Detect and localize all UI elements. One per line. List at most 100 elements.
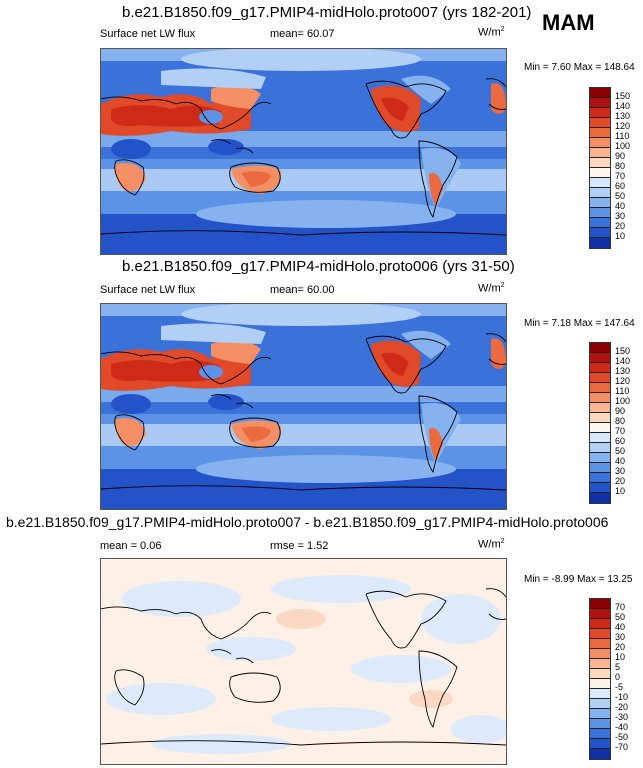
cbar2-swatch [590, 373, 610, 383]
cbar2-tick: 30 [615, 466, 626, 476]
cbar2-swatch [590, 453, 610, 463]
cbar1-swatch [590, 148, 610, 158]
cbar2-tick: 80 [615, 416, 626, 426]
cbar2-swatch [590, 443, 610, 453]
cbar1-tick: 40 [615, 201, 626, 211]
cbar2-tick: 40 [615, 456, 626, 466]
cbar3-tick: 30 [615, 632, 626, 642]
cbar3-tick: -70 [615, 742, 629, 752]
cbar3-tick: 20 [615, 642, 626, 652]
cbar1-swatch [590, 138, 610, 148]
panel2-mean: mean= 60.00 [270, 284, 335, 296]
panel1-variable: Surface net LW flux [100, 28, 196, 40]
cbar2-tick: 20 [615, 476, 626, 486]
panel2-map-field [101, 304, 506, 509]
cbar2-swatch [590, 423, 610, 433]
cbar2-swatch [590, 493, 610, 503]
cbar2-tick: 100 [615, 396, 631, 406]
cbar3-tick: 0 [615, 672, 621, 682]
cbar3-swatch [590, 719, 610, 729]
panel3-map [100, 558, 507, 765]
cbar1-swatch [590, 198, 610, 208]
cbar3-swatch [590, 609, 610, 619]
cbar2-tick: 90 [615, 406, 626, 416]
cbar3-tick: 10 [615, 652, 626, 662]
cbar1-swatch [590, 178, 610, 188]
cbar3-tick: 40 [615, 622, 626, 632]
panel3-colorbar-swatches [589, 598, 611, 760]
cbar2-swatch [590, 483, 610, 493]
cbar3-swatch [590, 669, 610, 679]
cbar2-tick: 120 [615, 376, 631, 386]
cbar3-swatch [590, 599, 610, 609]
cbar3-swatch [590, 619, 610, 629]
cbar2-tick: 130 [615, 366, 631, 376]
cbar1-swatch [590, 98, 610, 108]
cbar2-swatch [590, 393, 610, 403]
cbar2-tick: 150 [615, 346, 631, 356]
cbar3-tick: 5 [615, 662, 621, 672]
cbar1-tick: 50 [615, 191, 626, 201]
cbar1-swatch [590, 108, 610, 118]
cbar1-tick: 100 [615, 141, 631, 151]
panel1-minmax: Min = 7.60 Max = 148.64 [524, 62, 635, 73]
cbar1-tick: 150 [615, 91, 631, 101]
cbar1-swatch [590, 188, 610, 198]
panel3-units: W/m2 [478, 538, 505, 551]
cbar2-tick: 110 [615, 386, 630, 396]
cbar1-tick: 140 [615, 101, 631, 111]
cbar1-tick: 60 [615, 181, 626, 191]
cbar1-swatch [590, 128, 610, 138]
cbar2-swatch [590, 363, 610, 373]
panel3-title: b.e21.B1850.f09_g17.PMIP4-midHolo.proto0… [6, 514, 609, 530]
cbar2-swatch [590, 463, 610, 473]
cbar2-tick: 70 [615, 426, 626, 436]
panel3-rmse: rmse = 1.52 [270, 540, 329, 552]
cbar2-swatch [590, 353, 610, 363]
panel1-map-field [101, 49, 506, 254]
cbar3-tick: -30 [615, 712, 629, 722]
cbar1-tick: 90 [615, 151, 626, 161]
cbar1-swatch [590, 238, 610, 248]
panel3-mean: mean = 0.06 [100, 540, 162, 552]
panel3-minmax: Min = -8.99 Max = 13.25 [524, 574, 633, 585]
cbar3-tick: -20 [615, 702, 629, 712]
cbar3-swatch [590, 729, 610, 739]
cbar3-tick: 50 [615, 612, 626, 622]
cbar1-tick: 30 [615, 211, 626, 221]
panel2-map [100, 303, 507, 510]
cbar1-swatch [590, 228, 610, 238]
panel1-map [100, 48, 507, 255]
panel1-units: W/m2 [478, 26, 505, 39]
cbar1-swatch [590, 88, 610, 98]
cbar3-swatch [590, 689, 610, 699]
cbar1-swatch [590, 218, 610, 228]
cbar3-swatch [590, 699, 610, 709]
cbar2-swatch [590, 403, 610, 413]
cbar3-tick: -5 [615, 682, 624, 692]
cbar2-tick: 60 [615, 436, 626, 446]
cbar3-swatch [590, 679, 610, 689]
cbar2-swatch [590, 383, 610, 393]
cbar3-tick: -10 [615, 692, 629, 702]
cbar2-swatch [590, 473, 610, 483]
cbar3-tick: -50 [615, 732, 629, 742]
panel2-colorbar-swatches [589, 342, 611, 504]
cbar3-swatch [590, 709, 610, 719]
cbar2-tick: 10 [615, 486, 626, 496]
cbar1-tick: 110 [615, 131, 630, 141]
panel2-minmax: Min = 7.18 Max = 147.64 [524, 318, 635, 329]
cbar3-swatch [590, 639, 610, 649]
cbar2-swatch [590, 413, 610, 423]
cbar1-tick: 20 [615, 221, 626, 231]
season-label: MAM [542, 10, 595, 35]
cbar3-swatch [590, 649, 610, 659]
cbar1-swatch [590, 168, 610, 178]
panel1-mean: mean= 60.07 [270, 28, 335, 40]
cbar3-swatch [590, 739, 610, 749]
panel2-units: W/m2 [478, 282, 505, 295]
cbar3-swatch [590, 629, 610, 639]
cbar1-swatch [590, 118, 610, 128]
cbar3-tick: -40 [615, 722, 629, 732]
cbar3-swatch [590, 659, 610, 669]
